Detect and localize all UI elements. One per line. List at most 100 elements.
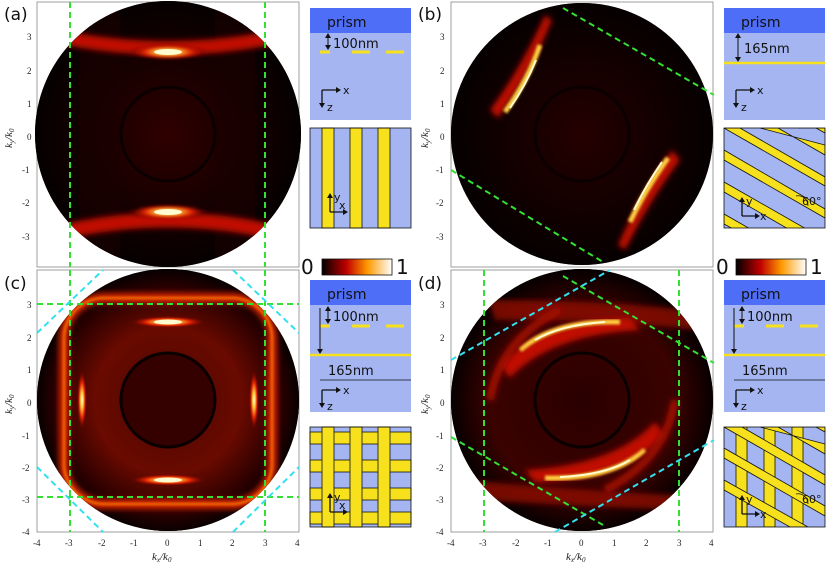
svg-text:3: 3 (27, 32, 32, 42)
colorbar-min: 0 (301, 255, 314, 279)
axis-glyph (321, 389, 336, 405)
guide-line (562, 7, 715, 96)
prism-label: prism (741, 287, 780, 303)
svg-text:1: 1 (198, 538, 203, 548)
heatmap-features (451, 269, 713, 531)
axis-glyph (321, 89, 336, 105)
svg-text:-3: -3 (436, 232, 444, 242)
panel-label: (c) (4, 274, 27, 294)
svg-text:3: 3 (440, 32, 445, 42)
heatmap-features (35, 1, 301, 267)
svg-text:ky/k0: ky/k0 (3, 128, 16, 148)
x-axis-label: kx/k0 (152, 551, 172, 564)
layer-inset: prism 100nm 165nm x z (310, 280, 411, 413)
svg-text:-1: -1 (22, 165, 30, 175)
gold-strips (724, 128, 825, 228)
axes-frame (450, 1, 714, 268)
svg-text:x: x (343, 84, 350, 97)
axis-glyph (741, 200, 757, 217)
svg-text:ky/k0: ky/k0 (419, 394, 432, 414)
svg-text:-4: -4 (447, 538, 455, 548)
svg-text:-3: -3 (65, 538, 73, 548)
panel-label: (d) (418, 274, 442, 294)
grating-inset: y x (309, 127, 412, 229)
axis-glyph (329, 196, 345, 213)
grating-inset: y x 60° (723, 127, 826, 229)
colorbar-max: 1 (396, 255, 409, 279)
svg-text:0: 0 (27, 132, 32, 142)
svg-text:1: 1 (27, 99, 32, 109)
svg-text:-3: -3 (22, 495, 30, 505)
gap-label-2: 165nm (328, 364, 374, 379)
y-axis-label: ky/k0 (3, 128, 16, 148)
svg-text:-3: -3 (436, 495, 444, 505)
svg-text:-2: -2 (22, 463, 30, 473)
svg-text:-2: -2 (512, 538, 520, 548)
svg-text:1: 1 (27, 365, 32, 375)
svg-text:3: 3 (677, 538, 682, 548)
svg-text:2: 2 (440, 333, 445, 343)
svg-text:z: z (327, 400, 333, 413)
guide-line (562, 275, 715, 364)
grating-inset: y x (309, 426, 412, 528)
svg-text:y: y (746, 195, 753, 208)
colorbar-max: 1 (810, 255, 823, 279)
prism-label: prism (327, 287, 366, 303)
svg-text:-1: -1 (436, 165, 444, 175)
heatmap-features (451, 3, 713, 265)
svg-text:4: 4 (295, 538, 300, 548)
layer-inset: prism 165nm x z (724, 8, 825, 120)
panel-b: (b) 3 2 1 0 -1 -2 -3 ky/k0 prism 165nm x z (418, 1, 826, 268)
y-axis-label: ky/k0 (3, 394, 16, 414)
svg-text:0: 0 (440, 132, 445, 142)
svg-text:-4: -4 (33, 538, 41, 548)
svg-text:-1: -1 (436, 431, 444, 441)
angle-label: 60° (802, 493, 822, 506)
panel-label: (b) (418, 5, 442, 25)
gold-strip (377, 127, 391, 229)
svg-text:-1: -1 (130, 538, 138, 548)
svg-text:4: 4 (709, 538, 714, 548)
y-tick-labels: 3 2 1 0 -1 -2 -3 (436, 32, 445, 242)
layer-inset: prism 100nm x z (310, 8, 411, 120)
svg-text:-3: -3 (22, 232, 30, 242)
svg-text:-2: -2 (436, 198, 444, 208)
x-tick-labels: -4 -3 -2 -1 0 1 2 3 4 (447, 538, 714, 548)
y-tick-labels: 3 2 1 0 -1 -2 -3 -4 (436, 300, 445, 537)
svg-text:y: y (746, 493, 753, 506)
heatmap-features (37, 269, 299, 531)
guide-line (450, 269, 611, 361)
y-axis-label: ky/k0 (419, 394, 432, 414)
guide-line (36, 466, 104, 533)
svg-text:-4: -4 (22, 527, 30, 537)
svg-text:y: y (334, 491, 341, 504)
svg-text:x: x (343, 384, 350, 397)
guide-line (36, 269, 104, 334)
prism-label: prism (327, 15, 366, 31)
prism-layer (310, 8, 411, 33)
svg-text:-1: -1 (544, 538, 552, 548)
x-tick-labels: -4 -3 -2 -1 0 1 2 3 4 (33, 538, 300, 548)
svg-text:x: x (757, 384, 764, 397)
svg-text:z: z (741, 400, 747, 413)
colorbar-right: 0 1 (716, 255, 823, 279)
angle-label: 60° (802, 195, 822, 208)
grating-inset: y x 60° (723, 426, 826, 528)
x-axis-label: kx/k0 (566, 551, 586, 564)
layer-inset: prism 100nm 165nm x z (724, 280, 825, 413)
gap-label: 165nm (744, 42, 790, 57)
prism-layer (310, 280, 411, 305)
svg-text:x: x (760, 508, 767, 521)
gold-strips (724, 427, 825, 527)
gap-label-2: 165nm (742, 364, 788, 379)
colorbar-left: 0 1 (301, 255, 409, 279)
svg-text:3: 3 (263, 538, 268, 548)
svg-text:2: 2 (230, 538, 235, 548)
svg-text:0: 0 (440, 398, 445, 408)
svg-text:x: x (339, 199, 346, 212)
svg-text:0: 0 (27, 398, 32, 408)
axis-glyph (329, 496, 345, 513)
svg-text:x: x (760, 210, 767, 223)
axis-glyph (741, 498, 757, 515)
